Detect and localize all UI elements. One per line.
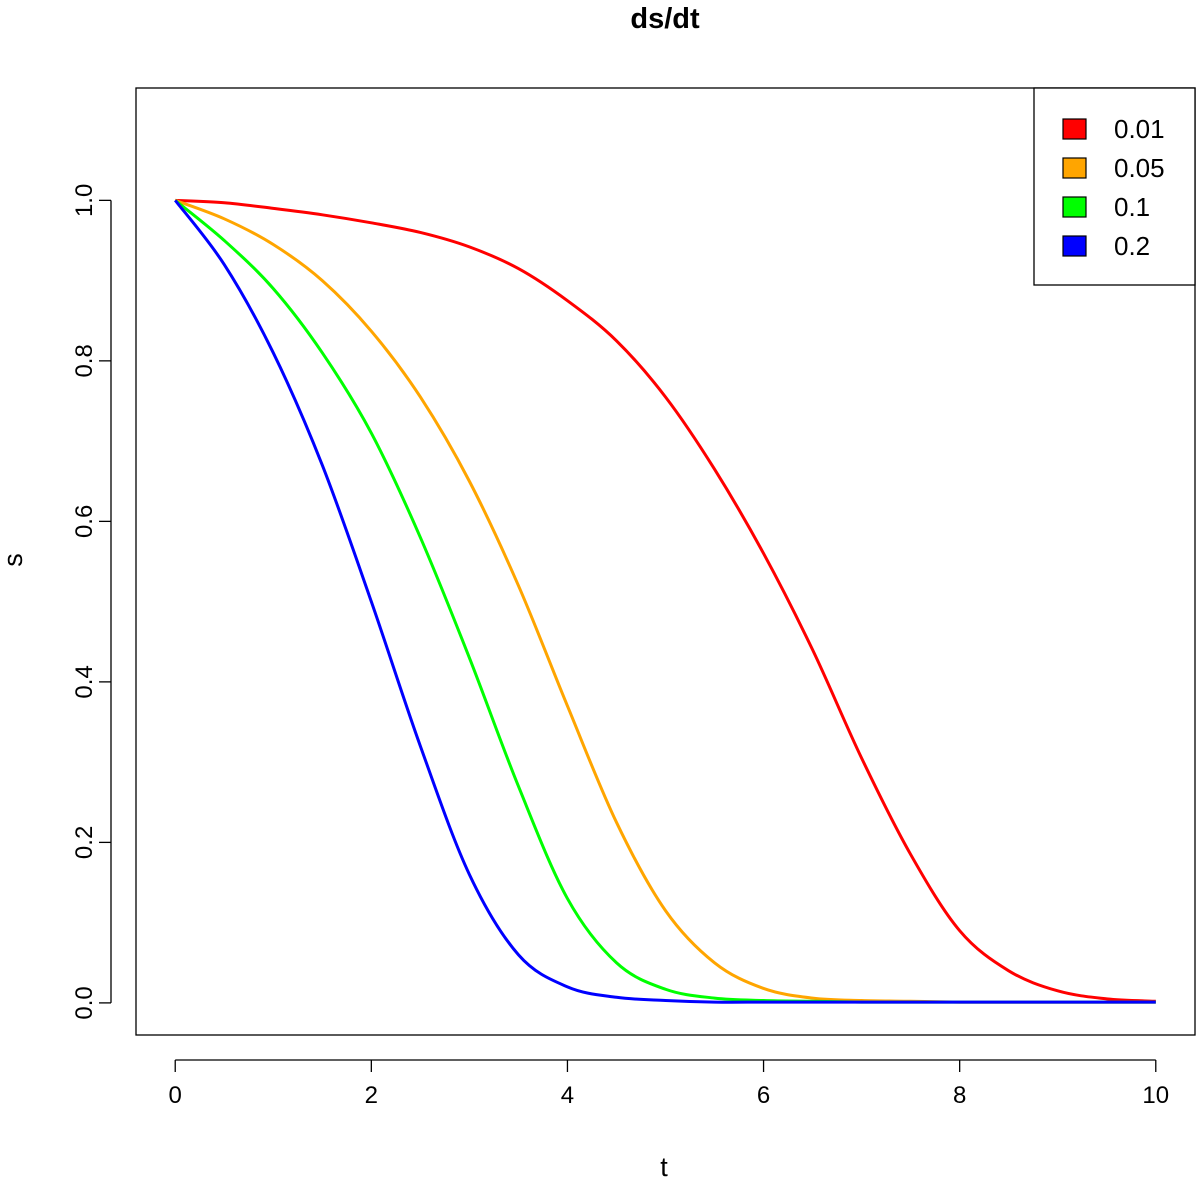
legend-swatch	[1062, 157, 1087, 179]
y-tick-label: 0.0	[71, 986, 98, 1019]
x-axis-label: t	[660, 1152, 668, 1180]
legend-label: 0.01	[1114, 114, 1165, 144]
legend-swatch	[1062, 196, 1087, 218]
y-tick-label: 0.2	[71, 826, 98, 859]
legend-swatch	[1062, 235, 1087, 257]
legend-box	[1033, 87, 1196, 286]
series-line-0.1	[174, 199, 1156, 1004]
x-tick-label: 0	[169, 1082, 182, 1109]
x-tick-label: 10	[1142, 1082, 1169, 1109]
x-tick-label: 4	[561, 1082, 574, 1109]
plot-frame	[135, 87, 1196, 1036]
series-line-0.2	[174, 199, 1156, 1004]
y-tick-label: 0.6	[71, 505, 98, 538]
legend-label: 0.05	[1114, 153, 1165, 183]
x-tick-label: 2	[365, 1082, 378, 1109]
x-tick-label: 6	[757, 1082, 770, 1109]
series-line-0.01	[175, 198, 1156, 1003]
y-tick-label: 0.8	[71, 344, 98, 377]
y-axis-label: s	[0, 553, 28, 567]
chart-title: ds/dt	[630, 3, 700, 35]
legend-label: 0.1	[1114, 192, 1150, 222]
legend-label: 0.2	[1114, 231, 1150, 261]
x-tick-label: 8	[953, 1082, 966, 1109]
series-line-0.05	[174, 198, 1156, 1004]
plot-area: 0 2 4 6 8 10 0.0 0.2 0.4 0.6 0.8 1.0 0.01 0.05 0.1 0.2	[71, 87, 1196, 1109]
legend-swatch	[1062, 118, 1087, 140]
y-tick-label: 1.0	[71, 184, 98, 217]
y-tick-label: 0.4	[71, 665, 98, 698]
